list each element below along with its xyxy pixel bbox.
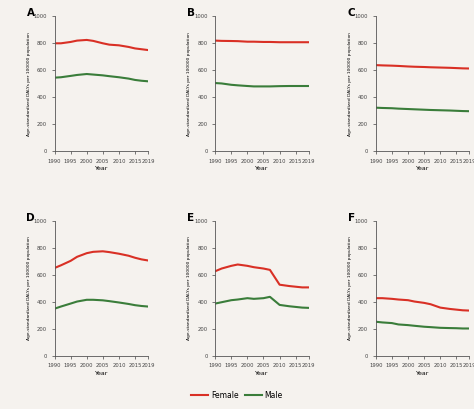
Y-axis label: Age-standardized DALYs per 100000 population: Age-standardized DALYs per 100000 popula… [348, 32, 352, 136]
Y-axis label: Age-standardized DALYs per 100000 population: Age-standardized DALYs per 100000 popula… [187, 32, 191, 136]
Legend: Female, Male: Female, Male [188, 388, 286, 403]
X-axis label: Year: Year [94, 371, 108, 375]
Text: E: E [187, 213, 194, 223]
Text: A: A [27, 8, 35, 18]
Text: F: F [348, 213, 355, 223]
Text: B: B [187, 8, 195, 18]
X-axis label: Year: Year [255, 371, 269, 375]
Y-axis label: Age-standardized DALYs per 100000 population: Age-standardized DALYs per 100000 popula… [187, 236, 191, 340]
Y-axis label: Age-standardized DALYs per 100000 population: Age-standardized DALYs per 100000 popula… [348, 236, 352, 340]
Text: C: C [348, 8, 356, 18]
X-axis label: Year: Year [416, 371, 429, 375]
X-axis label: Year: Year [255, 166, 269, 171]
Y-axis label: Age-standardized DALYs per 100000 population: Age-standardized DALYs per 100000 popula… [27, 32, 31, 136]
X-axis label: Year: Year [94, 166, 108, 171]
Y-axis label: Age-standardized DALYs per 100000 population: Age-standardized DALYs per 100000 popula… [27, 236, 31, 340]
X-axis label: Year: Year [416, 166, 429, 171]
Text: D: D [27, 213, 35, 223]
